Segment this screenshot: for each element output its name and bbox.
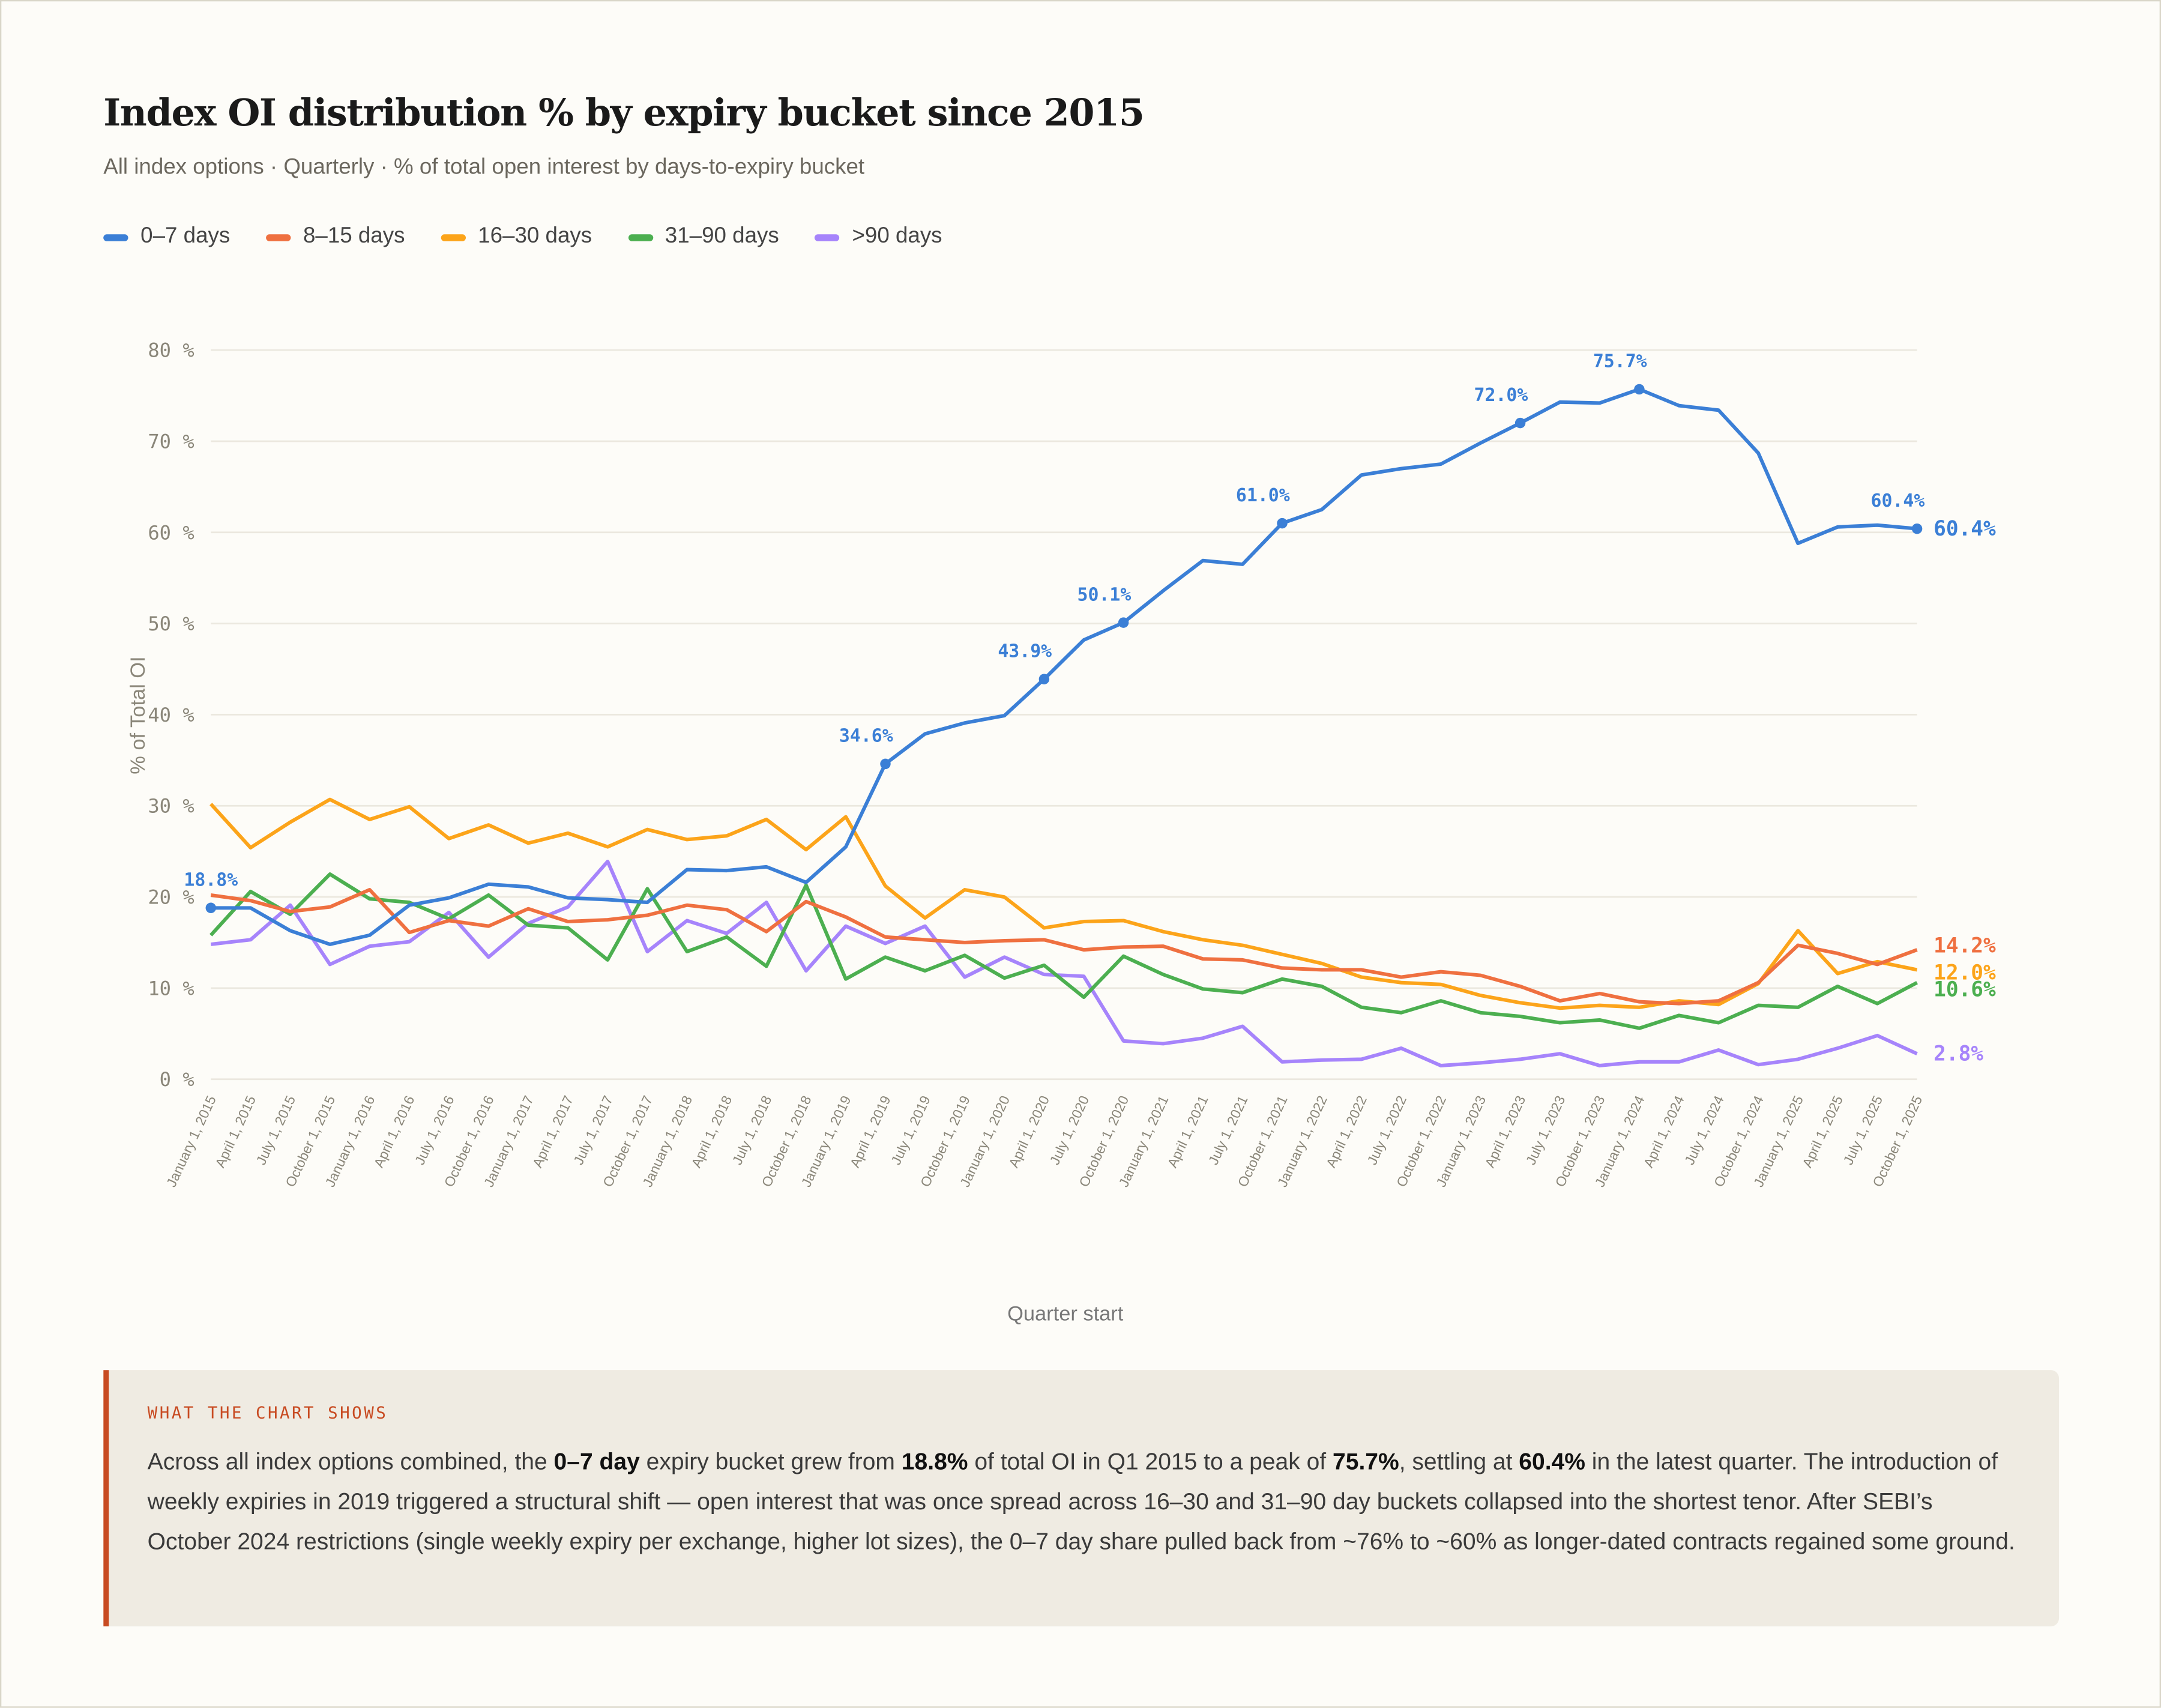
series-end-label: 2.8% (1933, 1042, 1983, 1066)
x-tick-label: April 1, 2015 (212, 1093, 259, 1170)
callout-segment: of total OI in Q1 2015 to a peak of (968, 1448, 1333, 1475)
x-tick-label: July 1, 2023 (1523, 1093, 1569, 1167)
callout-segment: , settling at (1399, 1448, 1519, 1475)
x-tick-label: July 1, 2015 (253, 1093, 298, 1167)
annotated-point (205, 902, 216, 913)
y-tick-label: 30 % (148, 795, 194, 818)
x-tick-label: January 1, 2015 (163, 1093, 219, 1189)
series-line--90-days (210, 859, 1918, 1067)
x-tick-label: April 1, 2023 (1481, 1093, 1528, 1170)
series-end-label: 60.4% (1933, 517, 1996, 541)
x-tick-label: July 1, 2025 (1840, 1093, 1885, 1167)
annotated-point (880, 758, 891, 770)
callout-segment: Across all index options combined, the (147, 1448, 554, 1475)
x-tick-label: July 1, 2024 (1681, 1093, 1727, 1167)
x-tick-label: April 1, 2021 (1165, 1093, 1211, 1170)
y-tick-label: 80 % (148, 339, 194, 362)
series-line-16-30-days (209, 797, 1918, 1010)
y-tick-label: 40 % (148, 704, 194, 726)
y-tick-label: 70 % (148, 430, 194, 453)
page-subtitle: All index options · Quarterly · % of tot… (103, 155, 865, 180)
point-annotation: 43.9% (998, 641, 1052, 662)
legend-label: >90 days (852, 225, 942, 249)
x-tick-label: July 1, 2019 (888, 1093, 933, 1167)
y-axis-title: % of Total OI (127, 656, 149, 774)
chart-explanation-callout: WHAT THE CHART SHOWS Across all index op… (103, 1370, 2060, 1627)
x-tick-label: April 1, 2022 (1323, 1093, 1370, 1170)
y-tick-label: 60 % (148, 521, 194, 544)
legend-swatch (103, 234, 128, 241)
y-tick-label: 20 % (148, 886, 194, 909)
legend-label: 0–7 days (140, 225, 231, 249)
y-tick-label: 50 % (148, 612, 194, 635)
chart-legend: 0–7 days 8–15 days 16–30 days 31–90 days >90… (103, 225, 942, 249)
x-tick-label: July 1, 2020 (1046, 1093, 1092, 1167)
x-tick-label: July 1, 2018 (729, 1093, 775, 1167)
point-annotation: 72.0% (1474, 385, 1528, 406)
annotated-point (1277, 518, 1288, 529)
x-tick-label: April 1, 2020 (1005, 1093, 1052, 1170)
x-tick-label: April 1, 2018 (688, 1093, 735, 1170)
legend-label: 31–90 days (665, 225, 779, 249)
x-tick-label: April 1, 2017 (529, 1093, 576, 1170)
y-tick-label: 0 % (160, 1068, 194, 1091)
series-line-0-7-days (211, 387, 1917, 946)
legend-item[interactable]: 31–90 days (627, 225, 779, 249)
legend-label: 16–30 days (478, 225, 592, 249)
annotated-point (1634, 384, 1645, 395)
series-end-label: 14.2% (1933, 934, 1996, 958)
annotated-point (1038, 674, 1050, 684)
line-chart: 0 % 10 % 20 % 30 % 40 % 50 % 60 % 70 % 80 % Janua… (127, 339, 1996, 1326)
x-tick-label: July 1, 2017 (570, 1093, 616, 1167)
callout-highlight: 60.4% (1519, 1448, 1585, 1475)
x-tick-label: July 1, 2021 (1205, 1093, 1251, 1167)
legend-swatch (627, 234, 653, 241)
point-annotation: 18.8% (184, 870, 238, 891)
callout-highlight: 75.7% (1333, 1448, 1399, 1475)
point-annotation: 60.4% (1871, 490, 1925, 511)
y-tick-label: 10 % (148, 977, 194, 1000)
x-tick-label: April 1, 2025 (1799, 1093, 1846, 1170)
series-end-label: 10.6% (1933, 978, 1996, 1002)
callout-segment: in the latest quarter. The introduction … (147, 1448, 2015, 1555)
point-annotation: 34.6% (839, 726, 893, 747)
x-tick-label: April 1, 2024 (1641, 1093, 1687, 1170)
x-tick-label: April 1, 2016 (370, 1093, 417, 1170)
callout-highlight: 0–7 day (553, 1448, 640, 1475)
x-tick-label: July 1, 2022 (1364, 1093, 1409, 1167)
series-line-8-15-days (210, 888, 1918, 1006)
annotated-point (1118, 617, 1129, 628)
legend-swatch (441, 234, 466, 241)
legend-swatch (265, 234, 291, 241)
x-tick-label: July 1, 2016 (412, 1093, 457, 1167)
x-axis-title: Quarter start (1007, 1302, 1124, 1325)
legend-item[interactable]: 8–15 days (265, 225, 405, 249)
callout-text: Across all index options combined, the 0… (148, 1442, 2021, 1562)
callout-highlight: 18.8% (901, 1448, 968, 1475)
callout-label: WHAT THE CHART SHOWS (147, 1403, 388, 1423)
annotated-point (1515, 417, 1526, 429)
annotated-point (1911, 523, 1923, 534)
page-title: Index OI distribution % by expiry bucket… (103, 92, 1145, 135)
point-annotation: 50.1% (1077, 584, 1132, 605)
legend-swatch (815, 234, 840, 241)
point-annotation: 75.7% (1593, 351, 1647, 372)
legend-item[interactable]: 0–7 days (103, 225, 230, 249)
series-end-label: 12.0% (1933, 961, 1996, 985)
legend-label: 8–15 days (303, 225, 405, 249)
x-tick-label: April 1, 2019 (847, 1093, 894, 1170)
point-annotation: 61.0% (1236, 485, 1290, 506)
callout-segment: expiry bucket grew from (639, 1448, 902, 1475)
legend-item[interactable]: 16–30 days (441, 225, 592, 249)
series-line-31-90-days (209, 872, 1918, 1030)
legend-item[interactable]: >90 days (815, 225, 942, 249)
